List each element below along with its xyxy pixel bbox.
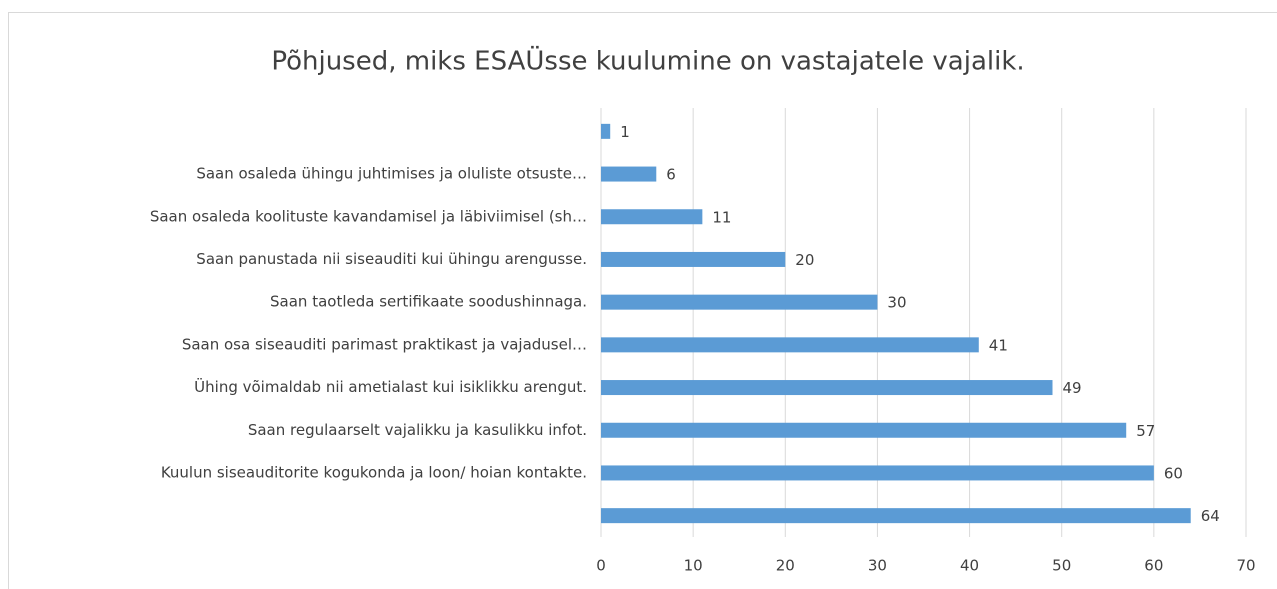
value-label: 64 [1201, 507, 1220, 525]
x-tick-label: 30 [868, 557, 887, 575]
x-tick-label: 10 [684, 557, 703, 575]
x-tick-label: 50 [1052, 557, 1071, 575]
bar [601, 337, 979, 353]
x-tick-label: 60 [1144, 557, 1163, 575]
value-label: 30 [887, 294, 906, 312]
y-tick-label: Saan osaleda koolituste kavandamisel ja … [150, 207, 587, 225]
bar [601, 166, 657, 182]
y-tick-label: Saan regulaarselt vajalikku ja kasulikku… [248, 421, 587, 439]
y-tick-label: Ühing võimaldab nii ametialast kui isikl… [194, 377, 587, 396]
y-tick-label: Saan osa siseauditi parimast praktikast … [182, 335, 587, 353]
y-tick-label: Saan osaleda ühingu juhtimises ja olulis… [196, 165, 587, 183]
bar [601, 251, 786, 267]
bar [601, 465, 1154, 481]
x-tick-label: 40 [960, 557, 979, 575]
value-label: 60 [1164, 464, 1183, 482]
value-label: 1 [620, 123, 630, 141]
x-tick-label: 70 [1236, 557, 1255, 575]
bar [601, 508, 1191, 524]
value-label: 11 [712, 208, 731, 226]
bar [601, 294, 878, 310]
value-label: 20 [795, 251, 814, 269]
chart-border [8, 12, 1277, 589]
bar [601, 422, 1127, 438]
y-tick-label: Kuulun siseauditorite kogukonda ja loon/… [161, 463, 587, 481]
value-label: 57 [1136, 422, 1155, 440]
y-tick-label: Saan taotleda sertifikaate soodushinnaga… [270, 293, 587, 311]
value-label: 41 [989, 336, 1008, 354]
value-label: 49 [1063, 379, 1082, 397]
chart-title: Põhjused, miks ESAÜsse kuulumine on vast… [271, 45, 1024, 77]
value-label: 6 [666, 166, 676, 184]
bar [601, 123, 611, 139]
y-tick-label: Saan panustada nii siseauditi kui ühingu… [196, 250, 587, 268]
bar [601, 380, 1053, 396]
bar [601, 209, 703, 225]
x-tick-label: 20 [776, 557, 795, 575]
x-tick-label: 0 [596, 557, 606, 575]
